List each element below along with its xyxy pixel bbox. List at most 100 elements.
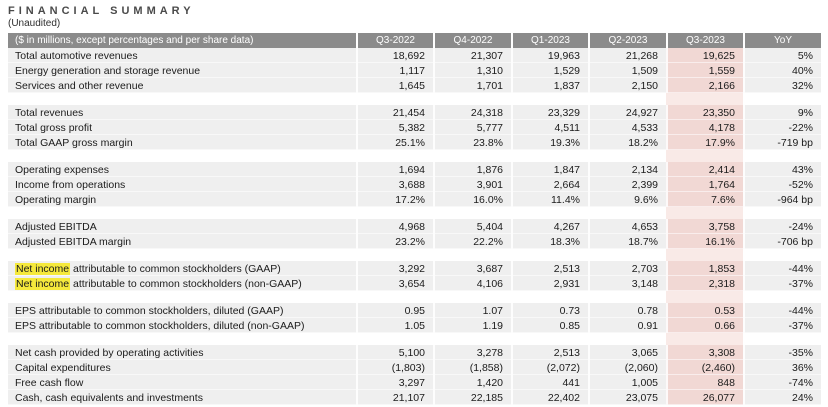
value-cell: 1.19 — [433, 318, 511, 333]
yoy-cell: -706 bp — [743, 234, 821, 249]
value-cell: 2,150 — [588, 78, 666, 93]
yellow-highlighted-text: Net income — [15, 262, 71, 275]
column-header-q3-2022: Q3-2022 — [356, 33, 433, 48]
value-cell: (1,858) — [433, 360, 511, 375]
spacer-highlight-cell — [666, 150, 743, 162]
value-cell: 25.1% — [356, 135, 433, 150]
column-header-q1-2023: Q1-2023 — [511, 33, 588, 48]
row-label-rest: attributable to common stockholders (non… — [70, 277, 302, 290]
yoy-cell: 36% — [743, 360, 821, 375]
spacer-cell — [511, 207, 588, 219]
value-cell: 16.1% — [666, 234, 743, 249]
column-header-q4-2022: Q4-2022 — [433, 33, 511, 48]
value-cell: 1,853 — [666, 261, 743, 276]
row-label: Free cash flow — [8, 375, 356, 390]
financial-table: ($ in millions, except percentages and p… — [8, 33, 821, 405]
value-cell: 19,625 — [666, 48, 743, 63]
value-cell: 1.07 — [433, 303, 511, 318]
value-cell: 18.3% — [511, 234, 588, 249]
row-label: Adjusted EBITDA margin — [8, 234, 356, 249]
value-cell: 7.6% — [666, 192, 743, 207]
table-row: Services and other revenue 1,645 1,701 1,83… — [8, 78, 821, 93]
spacer-cell — [511, 291, 588, 303]
value-cell: 2,134 — [588, 162, 666, 177]
value-cell: 1,876 — [433, 162, 511, 177]
value-cell: 18.7% — [588, 234, 666, 249]
value-cell: 21,454 — [356, 105, 433, 120]
value-cell: 0.95 — [356, 303, 433, 318]
row-label: Cash, cash equivalents and investments — [8, 390, 356, 405]
value-cell: 21,307 — [433, 48, 511, 63]
row-label: Net income attributable to common stockh… — [8, 261, 356, 276]
spacer-highlight-cell — [666, 291, 743, 303]
value-cell: 4,178 — [666, 120, 743, 135]
spacer-cell — [511, 150, 588, 162]
table-body: Total automotive revenues 18,692 21,307 19,… — [8, 48, 821, 405]
table-row: Operating expenses 1,694 1,876 1,847 2,134 2,… — [8, 162, 821, 177]
table-row: Operating margin 17.2% 16.0% 11.4% 9.6% 7.6% -… — [8, 192, 821, 207]
value-cell: 2,664 — [511, 177, 588, 192]
value-cell: 0.78 — [588, 303, 666, 318]
value-cell: 1,509 — [588, 63, 666, 78]
spacer-cell — [743, 93, 821, 105]
table-row: EPS attributable to common stockholders,… — [8, 303, 821, 318]
spacer-cell — [743, 291, 821, 303]
row-label-rest: attributable to common stockholders (GAA… — [70, 262, 281, 275]
value-cell: 0.85 — [511, 318, 588, 333]
table-row: Adjusted EBITDA 4,968 5,404 4,267 4,653 3,758… — [8, 219, 821, 234]
spacer-cell — [356, 333, 433, 345]
value-cell: 1,701 — [433, 78, 511, 93]
value-cell: 5,404 — [433, 219, 511, 234]
table-row: Net income attributable to common stockh… — [8, 261, 821, 276]
section-spacer — [8, 93, 821, 105]
table-row: Net cash provided by operating activitie… — [8, 345, 821, 360]
table-row: Total automotive revenues 18,692 21,307 19,… — [8, 48, 821, 63]
row-label: Operating expenses — [8, 162, 356, 177]
value-cell: 1.05 — [356, 318, 433, 333]
spacer-cell — [743, 249, 821, 261]
row-label: Net income attributable to common stockh… — [8, 276, 356, 291]
spacer-cell — [588, 249, 666, 261]
spacer-highlight-cell — [666, 93, 743, 105]
value-cell: (2,072) — [511, 360, 588, 375]
value-cell: 21,107 — [356, 390, 433, 405]
yoy-cell: 24% — [743, 390, 821, 405]
yoy-cell: -74% — [743, 375, 821, 390]
value-cell: (2,060) — [588, 360, 666, 375]
spacer-cell — [511, 93, 588, 105]
spacer-cell — [8, 291, 356, 303]
spacer-cell — [356, 150, 433, 162]
spacer-highlight-cell — [666, 207, 743, 219]
spacer-cell — [433, 291, 511, 303]
spacer-cell — [743, 207, 821, 219]
value-cell: 26,077 — [666, 390, 743, 405]
row-label: EPS attributable to common stockholders,… — [8, 318, 356, 333]
value-cell: 4,106 — [433, 276, 511, 291]
spacer-cell — [356, 207, 433, 219]
spacer-cell — [433, 333, 511, 345]
value-cell: 2,703 — [588, 261, 666, 276]
value-cell: 23.8% — [433, 135, 511, 150]
value-cell: 23.2% — [356, 234, 433, 249]
yoy-cell: -964 bp — [743, 192, 821, 207]
header-row: ($ in millions, except percentages and p… — [8, 33, 821, 48]
value-cell: 1,837 — [511, 78, 588, 93]
value-cell: 4,511 — [511, 120, 588, 135]
table-row: Net income attributable to common stockh… — [8, 276, 821, 291]
value-cell: 3,687 — [433, 261, 511, 276]
section-spacer — [8, 291, 821, 303]
spacer-cell — [743, 150, 821, 162]
row-label: Services and other revenue — [8, 78, 356, 93]
value-cell: 21,268 — [588, 48, 666, 63]
value-cell: 3,278 — [433, 345, 511, 360]
spacer-highlight-cell — [666, 249, 743, 261]
value-cell: 24,318 — [433, 105, 511, 120]
row-label: Total GAAP gross margin — [8, 135, 356, 150]
yoy-cell: -22% — [743, 120, 821, 135]
value-cell: 2,399 — [588, 177, 666, 192]
section-spacer — [8, 249, 821, 261]
row-label: Net cash provided by operating activitie… — [8, 345, 356, 360]
value-cell: 17.9% — [666, 135, 743, 150]
row-label: Energy generation and storage revenue — [8, 63, 356, 78]
row-label: Total revenues — [8, 105, 356, 120]
